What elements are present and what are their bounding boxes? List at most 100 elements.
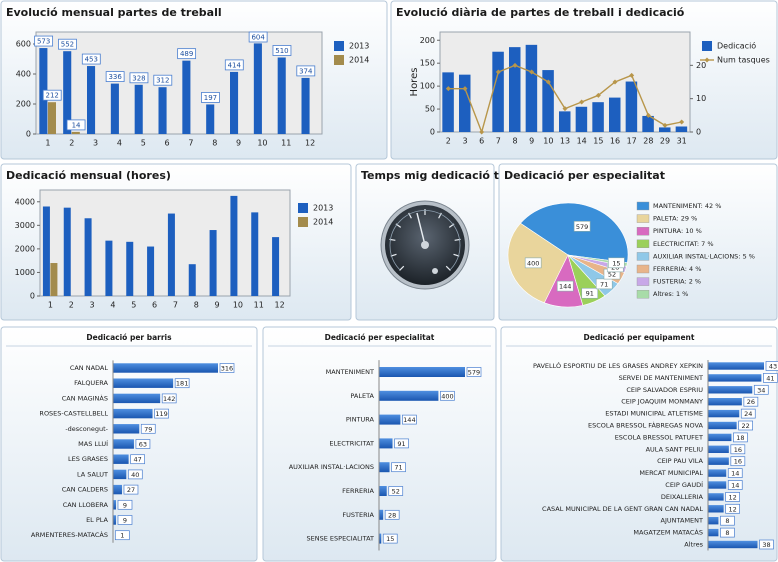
- y-tick-label: CEIP PAU VILA: [657, 457, 703, 465]
- data-label-box: [66, 119, 86, 131]
- legend-label: FUSTERIA: 2 %: [653, 278, 701, 286]
- data-label-box: [759, 539, 774, 550]
- legend-swatch: [636, 201, 650, 211]
- data-label-box: [130, 454, 145, 465]
- bar: [105, 240, 113, 296]
- bar: [708, 493, 724, 501]
- data-label-box: [127, 469, 143, 480]
- y-tick-label: 400: [16, 70, 31, 79]
- x-tick-label: 4: [110, 301, 115, 310]
- y-tick-label: 200: [16, 100, 31, 109]
- line-marker: [445, 86, 451, 92]
- gauge-needle: [416, 212, 426, 246]
- line-marker: [512, 62, 518, 68]
- data-label: 9: [123, 517, 127, 525]
- bar: [47, 102, 56, 134]
- panel-title: Evolució mensual partes de treball: [6, 6, 222, 19]
- bar: [459, 74, 471, 132]
- data-label: 52: [392, 488, 400, 496]
- x-tick-label: 12: [305, 139, 315, 148]
- data-label: 579: [468, 369, 480, 377]
- y-tick-label: MANTENIMENT: [326, 368, 374, 376]
- y-tick-label: MAGATZEM MATACÀS: [633, 528, 703, 537]
- bar: [113, 424, 140, 434]
- gauge-knob: [432, 268, 438, 274]
- y-tick-label: DEIXALLERIA: [661, 493, 704, 501]
- legend-swatch: [298, 203, 308, 213]
- bar: [659, 127, 671, 132]
- data-label-box: [219, 363, 235, 373]
- bar: [158, 87, 167, 134]
- bar: [50, 263, 58, 296]
- data-label: 336: [108, 73, 122, 81]
- data-label-box: [34, 35, 54, 47]
- x-tick-label: 28: [643, 137, 653, 146]
- legend-label: Altres: 1 %: [653, 290, 688, 298]
- bar: [609, 97, 621, 132]
- data-label-box: [765, 361, 778, 371]
- x-tick-label: 12: [274, 301, 284, 310]
- data-label-box: [388, 486, 404, 496]
- data-label: 453: [85, 56, 98, 64]
- x-tick-label: 11: [254, 301, 264, 310]
- legend-swatch: [702, 41, 712, 51]
- bar: [301, 77, 310, 134]
- bar: [642, 115, 654, 132]
- x-tick-label: 14: [577, 137, 587, 146]
- data-label: 181: [176, 380, 188, 388]
- data-label-box: [753, 384, 769, 395]
- data-label-box: [140, 423, 156, 434]
- data-label: 604: [251, 34, 265, 42]
- data-label: 26: [747, 398, 755, 406]
- data-label-box: [720, 527, 735, 538]
- line-marker: [629, 72, 635, 78]
- data-label-box: [114, 530, 130, 541]
- bar: [87, 66, 96, 134]
- legend-label: PALETA: 29 %: [653, 215, 697, 223]
- x-tick-label: 3: [93, 139, 98, 148]
- data-label: 63: [139, 441, 147, 449]
- bar: [253, 43, 262, 134]
- y-tick-label: 200: [420, 36, 435, 45]
- y-tick-label: CAN CALDERS: [62, 486, 108, 494]
- y2-tick-label: 20: [696, 61, 706, 70]
- bar: [442, 72, 454, 132]
- bar: [84, 218, 92, 296]
- bar: [675, 126, 688, 132]
- bar: [708, 433, 732, 442]
- x-tick-label: 1: [45, 139, 50, 148]
- y-tick-label: SERVEI DE MANTENIMENT: [619, 374, 703, 382]
- legend-label: 2014: [349, 56, 369, 65]
- y-tick-label: 1000: [15, 268, 35, 277]
- x-tick-label: 2: [69, 301, 74, 310]
- bar: [708, 445, 729, 453]
- line-marker: [595, 92, 601, 98]
- data-label: 14: [72, 121, 81, 129]
- legend-label: 2014: [313, 218, 333, 227]
- data-label: 552: [61, 41, 74, 49]
- x-tick-label: 1: [48, 301, 53, 310]
- y-tick-label: CAN LLOBERA: [63, 501, 109, 509]
- y2-tick-label: 0: [696, 128, 701, 137]
- data-label-box: [720, 515, 735, 526]
- legend-label: ELECTRICITAT: 7 %: [653, 240, 714, 248]
- x-tick-label: 7: [188, 139, 193, 148]
- bar: [592, 102, 604, 132]
- bar: [113, 500, 116, 510]
- data-label: 328: [132, 74, 145, 82]
- y-tick-label: 150: [420, 59, 435, 68]
- data-label: 34: [757, 386, 765, 394]
- bar: [272, 237, 280, 296]
- bar: [379, 462, 390, 473]
- data-label-box: [725, 492, 740, 502]
- panel-title: Dedicació per equipament: [584, 333, 695, 342]
- bar: [230, 71, 239, 134]
- data-label: 144: [403, 416, 415, 424]
- data-label: 14: [731, 470, 739, 478]
- plot-area: [39, 189, 291, 297]
- data-label: 573: [37, 38, 50, 46]
- data-label: 52: [608, 271, 616, 279]
- data-label: 28: [388, 511, 396, 519]
- x-tick-label: 13: [560, 137, 570, 146]
- data-label-box: [763, 373, 778, 383]
